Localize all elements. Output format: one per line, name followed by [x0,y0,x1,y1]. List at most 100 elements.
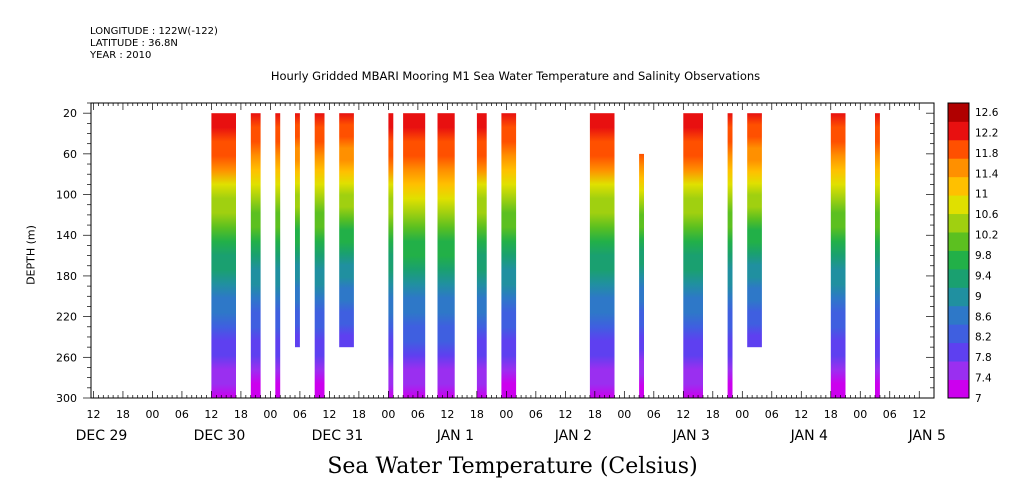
hour-tick-label: 00 [853,408,867,421]
y-tick-label: 60 [63,148,77,161]
colorbar-label: 11.8 [975,148,998,160]
y-tick-label: 220 [56,311,77,324]
hour-tick-label: 12 [322,408,336,421]
x-axis-title: Sea Water Temperature (Celsius) [327,454,698,479]
colorbar-label: 9.4 [975,270,992,282]
hour-tick-label: 18 [352,408,366,421]
day-label: JAN 5 [908,428,946,444]
hour-tick-label: 00 [735,408,749,421]
colorbar-swatch [948,361,969,380]
hour-tick-label: 06 [293,408,307,421]
data-segment [476,113,487,398]
data-segment [589,113,615,398]
hour-tick-label: 18 [470,408,484,421]
colorbar-swatch [948,379,969,399]
day-label: DEC 29 [76,428,128,444]
hour-tick-label: 18 [706,408,720,421]
hour-tick-label: 12 [440,408,454,421]
y-tick-label: 300 [56,392,77,405]
colorbar-swatch [948,139,969,159]
day-label: JAN 2 [554,428,592,444]
data-segment [727,113,733,398]
hour-tick-label: 06 [529,408,543,421]
hour-tick-label: 18 [234,408,248,421]
hour-tick-label: 00 [263,408,277,421]
colorbar-swatch [948,268,969,288]
day-label: DEC 30 [194,428,246,444]
hour-tick-label: 06 [175,408,189,421]
latitude-label: LATITUDE : 36.8N [90,38,178,49]
data-segment [275,113,281,398]
colorbar-label: 12.6 [975,107,999,119]
colorbar-swatch [948,213,969,233]
colorbar-label: 10.6 [975,209,999,221]
day-label: JAN 3 [672,428,710,444]
day-label: JAN 1 [436,428,474,444]
colorbar-swatch [948,342,969,362]
colorbar-swatch [948,195,969,215]
hour-tick-label: 06 [883,408,897,421]
y-tick-label: 180 [56,270,77,283]
colorbar-swatch [948,158,969,178]
data-segment [403,113,426,398]
colorbar-label: 7.8 [975,352,992,364]
hour-tick-label: 12 [676,408,690,421]
colorbar-frame [947,102,970,399]
colorbar-swatch [948,121,969,141]
colorbar-label: 7.4 [975,373,992,385]
data-segment [250,113,261,398]
colorbar-label: 7 [975,393,982,405]
data-segment [639,153,644,398]
colorbar-swatch [948,176,969,196]
hour-tick-label: 06 [765,408,779,421]
hour-tick-label: 12 [794,408,808,421]
chart-title: Hourly Gridded MBARI Mooring M1 Sea Wate… [270,69,761,83]
day-label: DEC 31 [312,428,364,444]
hour-tick-label: 00 [499,408,513,421]
hour-tick-label: 00 [617,408,631,421]
data-segment [875,113,880,398]
data-segment [501,113,517,398]
hour-tick-label: 12 [558,408,572,421]
data-segment [211,113,236,398]
hour-tick-label: 06 [647,408,661,421]
y-tick-label: 260 [56,351,77,364]
colorbar-label: 8.6 [975,311,992,323]
plot-frame [90,102,935,399]
hour-tick-label: 18 [588,408,602,421]
colorbar-swatch [948,305,969,325]
colorbar-swatch [948,324,969,344]
hour-tick-label: 06 [411,408,425,421]
colorbar-label: 9 [975,291,982,303]
data-segment [314,113,325,398]
colorbar-swatch [948,250,969,270]
hour-tick-label: 00 [145,408,159,421]
colorbar-label: 11 [975,189,988,201]
hour-tick-label: 18 [116,408,130,421]
data-segment [683,113,703,398]
colorbar-label: 10.2 [975,230,998,242]
hour-tick-label: 18 [824,408,838,421]
data-segment [437,113,455,398]
data-segment [830,113,846,398]
colorbar-swatch [948,103,969,122]
colorbar-swatch [948,287,969,307]
y-tick-label: 140 [56,229,77,242]
year-label: YEAR : 2010 [90,50,152,61]
y-tick-label: 20 [63,107,77,120]
colorbar-swatch [948,232,969,251]
data-segment [747,113,762,348]
colorbar-label: 11.4 [975,168,999,180]
colorbar-label: 8.2 [975,332,992,344]
data-segment [295,113,300,348]
day-label: JAN 4 [790,428,828,444]
hour-tick-label: 12 [912,408,926,421]
hour-tick-label: 12 [86,408,100,421]
hour-tick-label: 00 [381,408,395,421]
data-segment [388,113,394,398]
colorbar-label: 9.8 [975,250,992,262]
hour-tick-label: 12 [204,408,218,421]
colorbar-label: 12.2 [975,127,998,139]
data-segment [339,113,354,348]
